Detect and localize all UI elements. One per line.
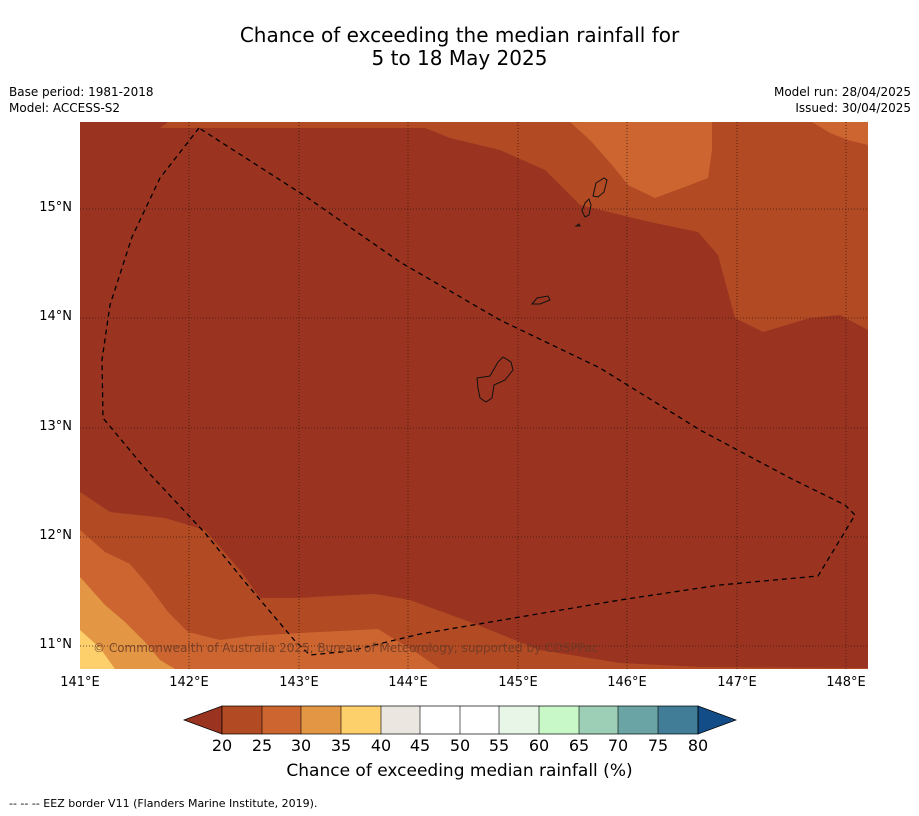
island-rota xyxy=(530,295,551,305)
colorbar-bin-55-60 xyxy=(499,706,539,734)
copyright-notice: © Commonwealth of Australia 2025, Bureau… xyxy=(93,641,599,655)
colorbar-bin-45-50 xyxy=(420,706,460,734)
lon-label: 141°E xyxy=(60,675,100,690)
colorbar-bin-40-45 xyxy=(381,706,420,734)
colorbar-bin-20-25 xyxy=(222,706,262,734)
colorbar-tick: 55 xyxy=(488,736,510,755)
colorbar-bin-50-55 xyxy=(460,706,499,734)
colorbar-title: Chance of exceeding median rainfall (%) xyxy=(286,761,633,781)
colorbar-bin-35-40 xyxy=(341,706,381,734)
colorbar-tick: 30 xyxy=(290,736,312,755)
issued-date: Issued: 30/04/2025 xyxy=(795,101,911,115)
contour-25-30-south xyxy=(80,492,868,669)
lon-label: 142°E xyxy=(169,675,209,690)
colorbar xyxy=(182,705,738,735)
colorbar-tick: 60 xyxy=(528,736,550,755)
contour-35-40-south xyxy=(80,577,175,669)
model-run: Model run: 28/04/2025 xyxy=(773,85,911,99)
colorbar-tick: 20 xyxy=(211,736,233,755)
contour-30-35-northeast xyxy=(812,122,868,145)
contour-30-35-north xyxy=(570,122,712,198)
colorbar-bin-70-75 xyxy=(618,706,658,734)
colorbar-tick: 35 xyxy=(330,736,352,755)
colorbar-extend-high xyxy=(697,705,738,735)
colorbar-bin-60-65 xyxy=(539,706,579,734)
colorbar-tick: 80 xyxy=(687,736,709,755)
lat-label: 14°N xyxy=(39,309,72,324)
island-guam xyxy=(476,356,514,403)
lon-label: 144°E xyxy=(388,675,428,690)
colorbar-tick: 70 xyxy=(607,736,629,755)
lon-label: 146°E xyxy=(607,675,647,690)
colorbar-bin-65-70 xyxy=(579,706,618,734)
colorbar-tick: 65 xyxy=(568,736,590,755)
colorbar-bin-75-80 xyxy=(658,706,698,734)
colorbar-bin-25-30 xyxy=(262,706,301,734)
lat-label: 11°N xyxy=(39,637,72,652)
lon-label: 147°E xyxy=(717,675,757,690)
lon-label: 143°E xyxy=(279,675,319,690)
colorbar-bin-30-35 xyxy=(301,706,341,734)
coastlines xyxy=(476,177,608,403)
colorbar-tick: 25 xyxy=(251,736,273,755)
contour-40-45-south xyxy=(80,630,115,669)
colorbar-tick: 75 xyxy=(647,736,669,755)
eez-border xyxy=(101,127,856,656)
map-title-line1: Chance of exceeding the median rainfall … xyxy=(239,23,680,47)
colorbar-tick: 40 xyxy=(370,736,392,755)
model-name: Model: ACCESS-S2 xyxy=(9,101,121,115)
footnote-eez-legend: -- -- -- EEZ border V11 (Flanders Marine… xyxy=(9,797,318,810)
lat-label: 15°N xyxy=(39,200,72,215)
contour-30-35-south xyxy=(80,530,440,669)
lat-label: 13°N xyxy=(39,419,72,434)
lon-label: 145°E xyxy=(498,675,538,690)
colorbar-extend-low xyxy=(182,705,223,735)
lon-label: 148°E xyxy=(826,675,866,690)
graticule xyxy=(80,122,868,669)
base-period: Base period: 1981-2018 xyxy=(9,85,154,99)
rainfall-contours xyxy=(80,122,868,669)
lat-label: 12°N xyxy=(39,528,72,543)
colorbar-tick: 50 xyxy=(449,736,471,755)
island-saipan xyxy=(592,177,608,198)
map-title-line2: 5 to 18 May 2025 xyxy=(371,46,548,70)
island-aguijan xyxy=(574,223,581,227)
colorbar-tick: 45 xyxy=(409,736,431,755)
island-tinian xyxy=(581,198,592,218)
